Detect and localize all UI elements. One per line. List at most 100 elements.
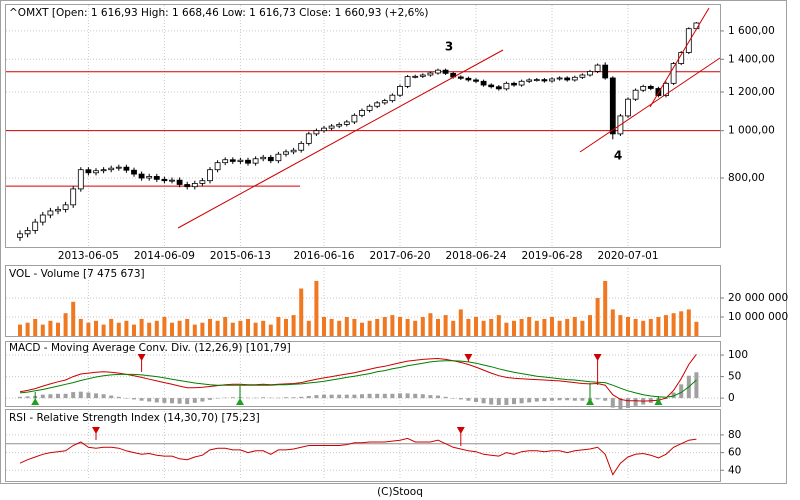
- candle-body: [222, 159, 229, 164]
- candle-body: [389, 94, 396, 102]
- histogram-bar: [466, 398, 471, 401]
- histogram-bar: [367, 393, 372, 399]
- panel-title: MACD - Moving Average Conv. Div. (12,26,…: [9, 342, 291, 354]
- y-tick-label: 1 600,00: [728, 25, 775, 37]
- candle-body: [138, 173, 145, 179]
- candle-body: [374, 102, 381, 107]
- candle-body: [252, 158, 259, 164]
- volume-bar: [200, 322, 205, 336]
- volume-bar: [405, 318, 410, 336]
- panel-title: ^OMXT [Open: 1 616,93 High: 1 668,46 Low…: [9, 7, 428, 19]
- volume-bar: [656, 317, 661, 336]
- volume-bar: [284, 318, 288, 336]
- histogram-bar: [314, 395, 319, 399]
- indicator-line: [19, 437, 697, 476]
- volume-bar: [679, 311, 684, 336]
- volume-bar: [208, 318, 212, 336]
- candle-body: [62, 204, 69, 210]
- volume-bar: [390, 315, 395, 336]
- volume-bar: [527, 317, 532, 336]
- candle-body: [176, 179, 183, 185]
- histogram-bar: [139, 398, 144, 401]
- histogram-bar: [420, 394, 425, 399]
- candle-body: [298, 142, 305, 151]
- volume-bar: [192, 324, 197, 336]
- volume-bar: [276, 317, 281, 336]
- histogram-bar: [329, 394, 334, 399]
- y-tick-label: 40: [728, 464, 741, 476]
- y-tick-label: 80: [728, 429, 741, 441]
- candle-body: [602, 64, 609, 79]
- candle-body: [93, 170, 99, 174]
- histogram-bar: [322, 394, 326, 399]
- volume-bar: [572, 317, 577, 336]
- candle-body: [100, 169, 107, 172]
- candle-body: [336, 124, 343, 127]
- histogram-bar: [40, 394, 45, 399]
- volume-bar: [686, 309, 691, 336]
- histogram-bar: [550, 398, 554, 401]
- y-tick-label: 1 000,00: [728, 125, 775, 137]
- histogram-bar: [436, 395, 440, 399]
- volume-bar: [512, 320, 516, 336]
- volume-bar: [246, 318, 250, 336]
- histogram-bar: [132, 398, 136, 400]
- candle-body: [632, 89, 639, 100]
- candle-body: [404, 76, 411, 87]
- candle-body: [594, 64, 601, 72]
- x-tick-label: 2018-06-24: [445, 250, 506, 262]
- candle-body: [191, 182, 198, 188]
- histogram-bar: [25, 396, 30, 399]
- histogram-bar: [474, 398, 478, 402]
- candle-body: [153, 176, 160, 180]
- histogram-bar: [177, 398, 182, 404]
- volume-bar: [626, 317, 630, 336]
- volume-bar: [565, 318, 570, 336]
- histogram-bar: [504, 398, 509, 405]
- histogram-bar: [261, 397, 266, 399]
- sell-marker: [92, 427, 100, 440]
- histogram-bar: [595, 398, 600, 400]
- candle-body: [237, 159, 244, 162]
- x-tick-label: 2014-06-09: [134, 250, 195, 262]
- candle-body: [465, 77, 472, 81]
- candle-body: [290, 149, 297, 153]
- candle-body: [85, 169, 92, 174]
- histogram-bar: [124, 398, 129, 399]
- histogram-bar: [230, 397, 235, 399]
- histogram-bar: [208, 398, 212, 400]
- histogram-bar: [162, 398, 167, 403]
- histogram-bar: [306, 395, 311, 399]
- histogram-bar: [512, 398, 516, 405]
- volume-bar: [238, 320, 243, 336]
- histogram-bar: [626, 398, 630, 409]
- volume-bar: [489, 318, 494, 336]
- histogram-bar: [94, 393, 98, 399]
- candle-body: [260, 156, 267, 160]
- panel-title: VOL - Volume [7 475 673]: [9, 268, 145, 280]
- candle-body: [473, 79, 479, 82]
- candle-body: [328, 125, 335, 129]
- candle-body: [419, 74, 426, 77]
- histogram-bar: [557, 398, 562, 401]
- candle-body: [541, 79, 548, 82]
- volume-bar: [641, 320, 646, 336]
- volume-bar: [610, 309, 615, 336]
- candle-body: [32, 221, 39, 231]
- histogram-bar: [86, 392, 91, 399]
- volume-bar: [360, 322, 364, 336]
- price-panel: [5, 4, 721, 248]
- volume-bar: [230, 322, 235, 336]
- candle-body: [184, 184, 191, 188]
- y-tick-label: 0: [728, 392, 735, 404]
- histogram-bar: [56, 393, 60, 399]
- histogram-bar: [603, 398, 608, 401]
- x-tick-label: 2019-06-28: [521, 250, 582, 262]
- volume-bar: [40, 324, 45, 336]
- volume-bar: [116, 322, 121, 336]
- volume-bar: [367, 320, 372, 336]
- volume-bar: [534, 320, 539, 336]
- buy-marker: [586, 383, 594, 405]
- histogram-bar: [78, 391, 83, 399]
